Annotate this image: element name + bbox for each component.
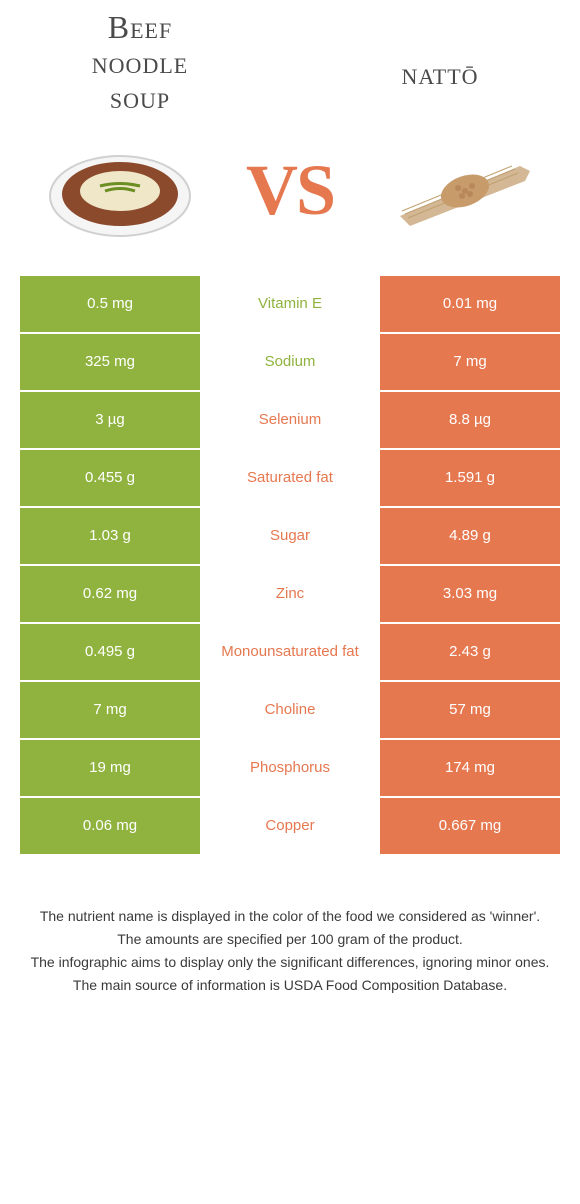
- title-line: soup: [40, 80, 240, 115]
- images-row: VS: [0, 116, 580, 276]
- left-value: 3 µg: [20, 392, 200, 448]
- left-value: 325 mg: [20, 334, 200, 390]
- nutrient-name: Choline: [200, 682, 380, 738]
- left-value: 0.06 mg: [20, 798, 200, 854]
- footer-line: The infographic aims to display only the…: [30, 952, 550, 973]
- natto-image: [380, 136, 540, 246]
- nutrient-name: Saturated fat: [200, 450, 380, 506]
- footer-notes: The nutrient name is displayed in the co…: [30, 906, 550, 996]
- nutrient-name: Copper: [200, 798, 380, 854]
- footer-line: The nutrient name is displayed in the co…: [30, 906, 550, 927]
- table-row: 0.495 gMonounsaturated fat2.43 g: [20, 624, 560, 682]
- left-value: 1.03 g: [20, 508, 200, 564]
- left-value: 7 mg: [20, 682, 200, 738]
- title-line: noodle: [40, 45, 240, 80]
- right-value: 1.591 g: [380, 450, 560, 506]
- nutrient-name: Sugar: [200, 508, 380, 564]
- right-value: 174 mg: [380, 740, 560, 796]
- right-value: 3.03 mg: [380, 566, 560, 622]
- left-food-title: Beef noodle soup: [40, 10, 240, 116]
- right-value: 2.43 g: [380, 624, 560, 680]
- table-row: 0.455 gSaturated fat1.591 g: [20, 450, 560, 508]
- table-row: 1.03 gSugar4.89 g: [20, 508, 560, 566]
- left-value: 19 mg: [20, 740, 200, 796]
- table-row: 7 mgCholine57 mg: [20, 682, 560, 740]
- left-value: 0.62 mg: [20, 566, 200, 622]
- left-value: 0.495 g: [20, 624, 200, 680]
- title-line: Beef: [40, 10, 240, 45]
- nutrient-name: Monounsaturated fat: [200, 624, 380, 680]
- left-value: 0.455 g: [20, 450, 200, 506]
- nutrient-name: Phosphorus: [200, 740, 380, 796]
- table-row: 3 µgSelenium8.8 µg: [20, 392, 560, 450]
- right-value: 0.667 mg: [380, 798, 560, 854]
- right-value: 7 mg: [380, 334, 560, 390]
- nutrition-table: 0.5 mgVitamin E0.01 mg325 mgSodium7 mg3 …: [20, 276, 560, 856]
- header: Beef noodle soup nattō: [0, 0, 580, 116]
- table-row: 0.06 mgCopper0.667 mg: [20, 798, 560, 856]
- right-value: 57 mg: [380, 682, 560, 738]
- nutrient-name: Sodium: [200, 334, 380, 390]
- right-value: 0.01 mg: [380, 276, 560, 332]
- left-value: 0.5 mg: [20, 276, 200, 332]
- vs-text: VS: [246, 149, 334, 232]
- table-row: 19 mgPhosphorus174 mg: [20, 740, 560, 798]
- table-row: 325 mgSodium7 mg: [20, 334, 560, 392]
- table-row: 0.62 mgZinc3.03 mg: [20, 566, 560, 624]
- right-value: 4.89 g: [380, 508, 560, 564]
- right-value: 8.8 µg: [380, 392, 560, 448]
- table-row: 0.5 mgVitamin E0.01 mg: [20, 276, 560, 334]
- nutrient-name: Selenium: [200, 392, 380, 448]
- footer-line: The main source of information is USDA F…: [30, 975, 550, 996]
- footer-line: The amounts are specified per 100 gram o…: [30, 929, 550, 950]
- right-food-title: nattō: [340, 55, 540, 92]
- beef-noodle-soup-image: [40, 136, 200, 246]
- nutrient-name: Zinc: [200, 566, 380, 622]
- nutrient-name: Vitamin E: [200, 276, 380, 332]
